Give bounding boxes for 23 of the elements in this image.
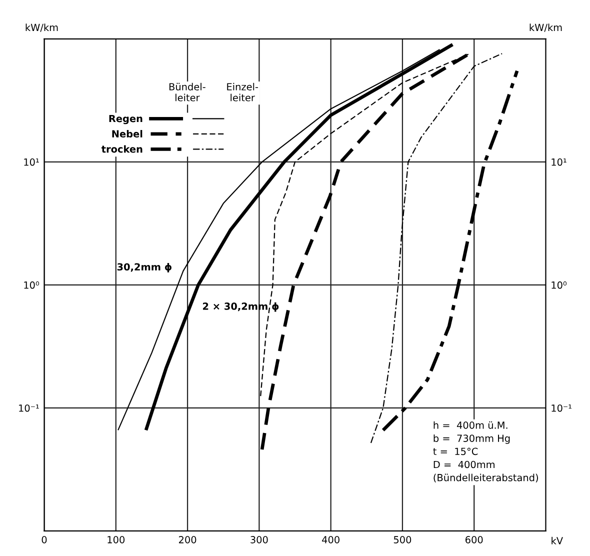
annotation: 30,2mm ϕ <box>117 263 172 272</box>
y-tick-label: 10⁰ <box>24 281 40 289</box>
annotation: h = 400m ü.M. b = 730mm Hg t = 15°C D = 400mm (Bündelleiterabstand) <box>433 421 538 482</box>
x-tick-label: 500 <box>394 536 412 544</box>
x-tick-label: 400 <box>322 536 340 544</box>
x-tick-label: 0 <box>42 536 47 544</box>
x-tick-label: 200 <box>178 536 196 544</box>
x-tick-label: 300 <box>250 536 268 544</box>
text: 10¹ <box>552 158 566 166</box>
legend-label: trocken <box>101 145 142 153</box>
y-tick-label: 10⁻¹ <box>19 404 39 412</box>
text: 10⁻¹ <box>552 404 572 412</box>
legend-label: Regen <box>109 114 142 124</box>
text: 10⁰ <box>552 281 567 289</box>
y2-axis-title: kW/km <box>530 24 562 32</box>
annotation: Einzel- leiter <box>227 82 258 102</box>
x-tick-label: 100 <box>108 536 125 544</box>
legend-label: Nebel <box>112 130 142 138</box>
annotation: Bündel- leiter <box>169 82 206 102</box>
y-tick-label: 10¹ <box>24 158 39 166</box>
x-tick-label: 600 <box>466 536 483 544</box>
x-axis-title: kV <box>552 536 563 544</box>
y-axis-title: kW/km <box>26 24 58 32</box>
